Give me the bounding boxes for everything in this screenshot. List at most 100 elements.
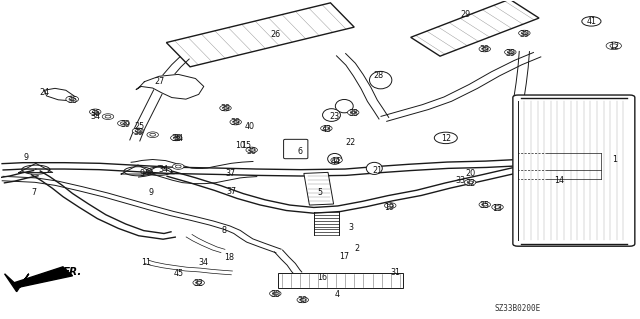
Circle shape [132, 128, 144, 134]
Text: 30: 30 [270, 290, 280, 299]
Circle shape [333, 159, 339, 161]
Text: 8: 8 [221, 226, 227, 235]
Circle shape [147, 132, 159, 137]
Circle shape [350, 111, 356, 114]
Text: 40: 40 [244, 122, 255, 131]
Text: 38: 38 [348, 109, 358, 118]
Text: 32: 32 [194, 279, 204, 288]
Text: 34: 34 [159, 165, 168, 174]
Circle shape [66, 96, 79, 102]
Circle shape [269, 291, 281, 296]
Polygon shape [2, 163, 36, 170]
Text: 34: 34 [90, 112, 100, 121]
FancyBboxPatch shape [284, 139, 308, 159]
Text: FR.: FR. [63, 267, 83, 277]
Polygon shape [136, 74, 204, 99]
Polygon shape [145, 260, 232, 275]
Text: 7: 7 [31, 188, 36, 197]
Text: 17: 17 [339, 252, 349, 261]
Ellipse shape [366, 162, 382, 174]
Text: 9: 9 [140, 169, 145, 178]
Text: 39: 39 [230, 118, 241, 128]
Circle shape [300, 299, 306, 301]
Text: 39: 39 [220, 104, 230, 113]
Text: 27: 27 [154, 77, 164, 86]
Circle shape [230, 119, 241, 125]
Circle shape [297, 297, 308, 303]
Circle shape [273, 292, 278, 295]
Circle shape [606, 42, 621, 50]
Circle shape [492, 204, 503, 210]
Text: 39: 39 [120, 120, 131, 129]
Circle shape [522, 32, 527, 34]
Text: 19: 19 [384, 203, 394, 211]
Text: 12: 12 [441, 134, 451, 143]
Text: 10: 10 [235, 141, 245, 150]
Text: 36: 36 [172, 134, 181, 143]
Circle shape [479, 46, 490, 52]
Text: 23: 23 [330, 112, 340, 121]
Ellipse shape [328, 153, 342, 164]
Bar [278, 273, 403, 288]
Text: 28: 28 [374, 71, 384, 80]
Circle shape [584, 17, 598, 24]
Text: 3: 3 [348, 223, 353, 232]
Polygon shape [381, 53, 541, 121]
Polygon shape [337, 54, 388, 119]
Text: 6: 6 [297, 147, 302, 156]
Text: 35: 35 [480, 201, 490, 210]
Text: 30: 30 [298, 296, 308, 305]
Text: 44: 44 [331, 157, 341, 166]
Circle shape [435, 132, 458, 144]
Circle shape [385, 203, 396, 208]
Text: 2: 2 [355, 244, 360, 253]
Circle shape [69, 98, 76, 101]
Text: 14: 14 [554, 176, 564, 185]
Circle shape [233, 121, 239, 123]
Polygon shape [31, 171, 175, 239]
Circle shape [508, 51, 513, 54]
Text: 32: 32 [465, 179, 475, 188]
Text: 37: 37 [227, 187, 237, 196]
Ellipse shape [335, 100, 353, 113]
Circle shape [173, 137, 179, 139]
Circle shape [331, 157, 342, 163]
Text: 41: 41 [586, 17, 596, 26]
Text: 34: 34 [173, 134, 183, 143]
Text: 29: 29 [460, 11, 471, 19]
Ellipse shape [323, 109, 340, 122]
Text: 39: 39 [519, 30, 529, 39]
Text: 9: 9 [148, 188, 154, 197]
Circle shape [150, 133, 156, 136]
Text: 20: 20 [465, 169, 475, 178]
Circle shape [105, 115, 111, 118]
Circle shape [246, 147, 257, 153]
Circle shape [171, 135, 182, 141]
Text: 15: 15 [241, 141, 252, 150]
Bar [166, 3, 354, 67]
Circle shape [118, 121, 129, 126]
Polygon shape [167, 167, 520, 213]
Polygon shape [2, 176, 281, 253]
Circle shape [443, 136, 449, 139]
Text: 39: 39 [505, 48, 515, 58]
Text: 43: 43 [321, 125, 332, 134]
Ellipse shape [369, 71, 392, 89]
Circle shape [193, 280, 204, 286]
Text: 1: 1 [612, 155, 617, 164]
Circle shape [467, 181, 473, 184]
Bar [411, 0, 539, 56]
Text: 36: 36 [67, 96, 77, 105]
Text: 12: 12 [609, 42, 619, 51]
Text: 26: 26 [270, 30, 280, 39]
Circle shape [173, 164, 184, 169]
FancyBboxPatch shape [513, 95, 635, 246]
Text: 45: 45 [173, 269, 183, 278]
Circle shape [610, 44, 618, 48]
Polygon shape [131, 160, 257, 184]
Text: 18: 18 [224, 254, 234, 263]
Text: 30: 30 [246, 147, 257, 156]
Circle shape [440, 134, 452, 140]
Circle shape [348, 110, 359, 115]
Text: 16: 16 [317, 272, 327, 281]
